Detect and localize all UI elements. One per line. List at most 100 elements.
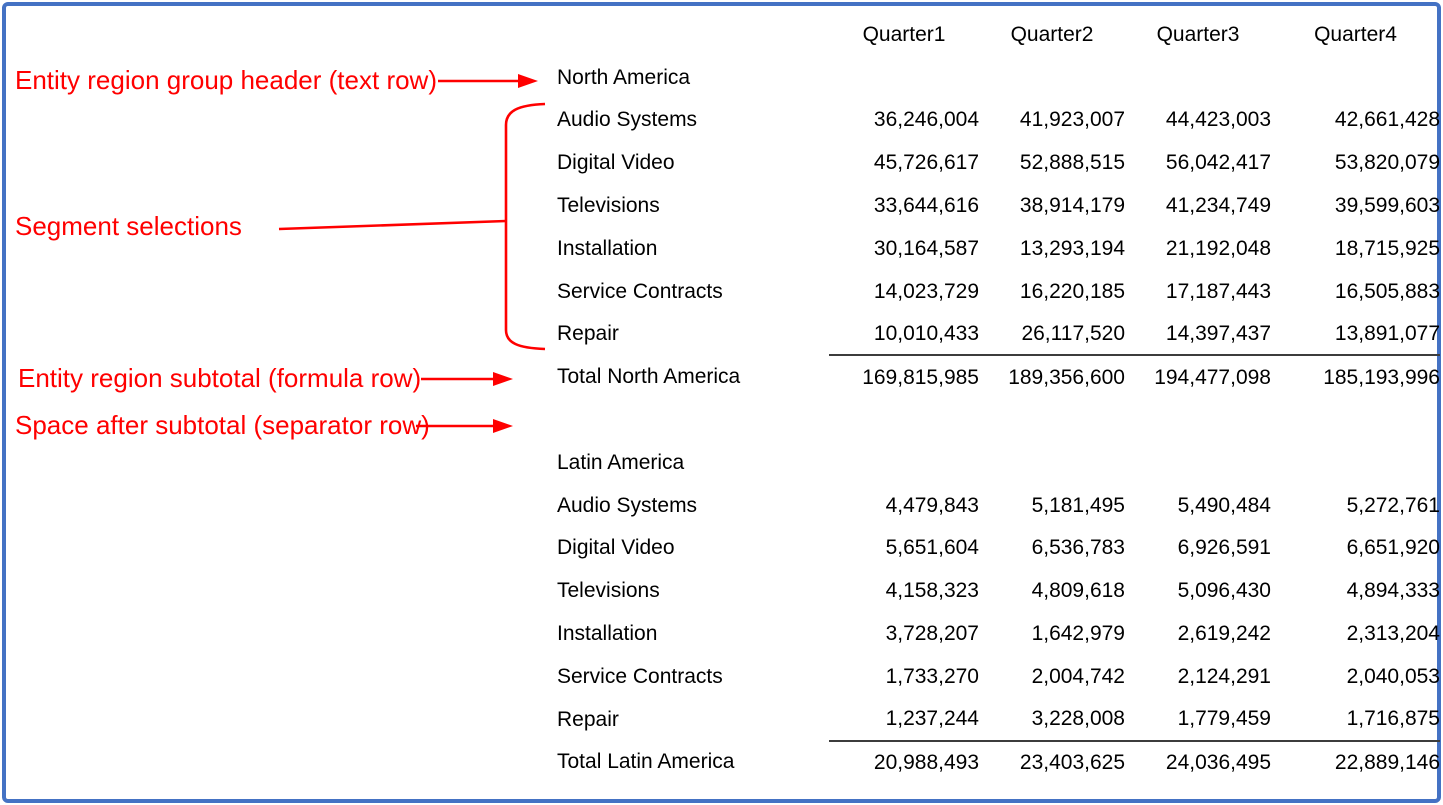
annotation-segments-label: Segment selections [15,211,242,241]
segment-value-cell: 4,894,333 [1346,579,1440,603]
segment-value-cell: 2,040,053 [1346,664,1440,688]
segment-value-cell: 53,820,079 [1334,151,1440,175]
segment-value-cell: 14,397,437 [1165,321,1271,345]
quarter3-column-header: Quarter3 [1156,22,1240,46]
segment-value-cell: 39,599,603 [1334,194,1440,218]
subtotal-label-cell: Total Latin America [557,750,735,774]
segment-label-cell: Service Contracts [557,664,723,688]
subtotal-label-cell: Total North America [557,365,741,389]
segment-value-cell: 4,158,323 [885,579,979,603]
segment-row: Service Contracts 1,733,270 2,004,742 2,124… [557,655,1440,698]
segment-label-cell: Installation [557,622,658,645]
segment-value-cell: 10,010,433 [873,321,979,345]
segment-value-cell: 1,237,244 [885,707,979,731]
segment-value-cell: 13,293,194 [1019,236,1125,260]
empty-cell [979,56,1125,99]
segment-value-cell: 33,644,616 [873,194,979,218]
segment-value-cell: 5,181,495 [1031,493,1125,517]
subtotal-value-cell: 24,036,495 [1125,739,1271,784]
segment-value-cell: 2,124,291 [1177,664,1271,688]
segment-value-cell: 5,272,761 [1346,493,1440,517]
segment-value-cell: 38,914,179 [1019,194,1125,218]
annotation-group-header-label: Entity region group header (text row) [15,65,437,95]
empty-cell [829,441,979,484]
arrow-to-subtotal-head [493,372,513,386]
subtotal-value-cell: 23,403,625 [979,739,1125,784]
segment-label-cell: Digital Video [557,151,675,175]
subtotal-value-cell: 194,477,098 [1125,354,1271,399]
segment-value-cell: 2,313,204 [1346,622,1440,645]
segment-row: Audio Systems 4,479,843 5,181,495 5,490,484… [557,484,1440,527]
segment-label-cell: Audio Systems [557,493,698,517]
empty-cell [829,56,979,99]
subtotal-value-cell: 169,815,985 [829,354,979,399]
group-header-cell: North America [557,65,691,89]
segment-value-cell: 5,096,430 [1177,579,1271,603]
empty-cell [1125,441,1271,484]
segment-row: Televisions 4,158,323 4,809,618 5,096,430 4,… [557,569,1440,612]
segment-value-cell: 4,809,618 [1031,579,1125,603]
group-header-cell: Latin America [557,450,685,474]
segment-row: Digital Video 5,651,604 6,536,783 6,926,591… [557,527,1440,570]
annotation-subtotal-label: Entity region subtotal (formula row) [18,363,422,393]
segment-value-cell: 14,023,729 [873,279,979,303]
segment-row: Service Contracts 14,023,729 16,220,185 17,… [557,270,1440,313]
segment-row: Digital Video 45,726,617 52,888,515 56,042,… [557,141,1440,184]
segment-value-cell: 4,479,843 [885,493,979,517]
segment-value-cell: 45,726,617 [873,151,979,175]
segment-value-cell: 44,423,003 [1165,108,1271,132]
segment-value-cell: 6,651,920 [1346,536,1440,560]
arrow-to-separator-head [493,419,513,433]
segment-row: Installation 3,728,207 1,642,979 2,619,242 2… [557,612,1440,655]
arrow-to-group-header-head [518,74,538,88]
segment-label-cell: Televisions [557,194,660,218]
segment-label-cell: Audio Systems [557,108,698,132]
segment-value-cell: 26,117,520 [1021,321,1125,345]
financial-report-table: Quarter1 Quarter2 Quarter3 Quarter4 Nort… [557,13,1440,784]
segment-value-cell: 5,651,604 [885,536,979,560]
segment-label-cell: Repair [557,707,619,731]
empty-cell [1125,56,1271,99]
segment-label-cell: Service Contracts [557,279,723,303]
group-header-row: Latin America [557,441,1440,484]
segment-value-cell: 41,234,749 [1165,194,1271,218]
segment-value-cell: 1,733,270 [885,664,979,688]
segment-row: Audio Systems 36,246,004 41,923,007 44,423,… [557,99,1440,142]
segment-value-cell: 42,661,428 [1334,108,1440,132]
segment-value-cell: 3,728,207 [885,622,979,645]
subtotal-value-cell: 22,889,146 [1271,739,1440,784]
subtotal-value-cell: 185,193,996 [1271,354,1440,399]
segment-value-cell: 36,246,004 [873,108,979,132]
segment-label-cell: Digital Video [557,536,675,560]
quarter4-column-header: Quarter4 [1314,22,1397,46]
segment-value-cell: 16,220,185 [1019,279,1125,303]
quarter1-column-header: Quarter1 [862,22,946,46]
segment-value-cell: 6,926,591 [1177,536,1271,560]
segment-value-cell: 30,164,587 [873,236,979,260]
segment-value-cell: 21,192,048 [1165,236,1271,260]
subtotal-value-cell: 189,356,600 [979,354,1125,399]
segment-value-cell: 17,187,443 [1165,279,1271,303]
separator-row [557,398,1440,441]
segment-value-cell: 13,891,077 [1334,321,1440,345]
segment-value-cell: 1,642,979 [1031,622,1125,645]
subtotal-row: Total North America 169,815,985 189,356,60… [557,354,1440,399]
quarter2-column-header: Quarter2 [1010,22,1094,46]
column-header-row: Quarter1 Quarter2 Quarter3 Quarter4 [557,13,1440,56]
segment-value-cell: 2,004,742 [1031,664,1125,688]
segment-row: Televisions 33,644,616 38,914,179 41,234,74… [557,184,1440,227]
segment-value-cell: 52,888,515 [1019,151,1125,175]
segments-connector-line [278,219,507,231]
separator-cell [557,398,1440,441]
segment-label-cell: Installation [557,236,658,260]
empty-cell [979,441,1125,484]
segment-value-cell: 16,505,883 [1334,279,1440,303]
segment-label-cell: Televisions [557,579,660,603]
row-label-column-header [557,13,829,56]
segment-value-cell: 3,228,008 [1031,707,1125,731]
segment-value-cell: 41,923,007 [1019,108,1125,132]
subtotal-value-cell: 20,988,493 [829,739,979,784]
empty-cell [1271,441,1440,484]
segment-label-cell: Repair [557,322,619,346]
segment-value-cell: 18,715,925 [1334,236,1440,260]
